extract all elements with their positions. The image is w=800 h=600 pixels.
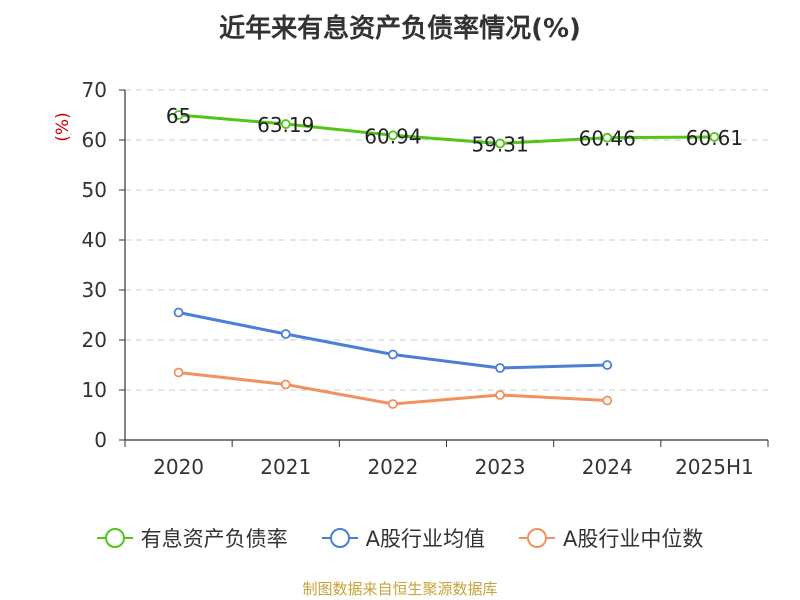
line-chart: 0 10 20 30 40 50 60 70 2020 2021 2022 2023 2024 2025H… bbox=[53, 78, 769, 479]
y-tick-label: 10 bbox=[82, 378, 107, 402]
data-point bbox=[602, 360, 613, 370]
grid-lines bbox=[125, 89, 768, 391]
data-point bbox=[173, 110, 184, 120]
data-point bbox=[388, 349, 398, 360]
y-tick-label: 20 bbox=[82, 328, 107, 352]
x-tick-label: 2022 bbox=[367, 455, 418, 479]
data-point bbox=[602, 132, 613, 143]
legend-marker-icon bbox=[321, 528, 358, 548]
data-label: 63.19 bbox=[257, 113, 314, 137]
legend-label: 有息资产负债率 bbox=[140, 527, 288, 551]
y-tick-label: 50 bbox=[82, 178, 107, 202]
series-layer: 65 63.19 60.94 59.31 60.46 60.61 bbox=[166, 104, 743, 409]
legend-item-industry-mean[interactable]: A股行业均值 bbox=[321, 523, 485, 553]
legend-item-interest-debt-ratio[interactable]: 有息资产负债率 bbox=[96, 523, 288, 553]
y-tick-label: 70 bbox=[82, 78, 107, 102]
data-label: 60.61 bbox=[686, 126, 743, 150]
y-tick-label: 0 bbox=[94, 428, 107, 452]
y-axis-label: (%) bbox=[53, 112, 73, 141]
data-point bbox=[495, 363, 505, 373]
data-point bbox=[173, 307, 184, 318]
x-tick-label: 2025H1 bbox=[675, 455, 754, 479]
legend: 有息资产负债率 A股行业均值 A股行业中位数 bbox=[0, 520, 800, 556]
data-point bbox=[709, 132, 720, 142]
source-note: 制图数据来自恒生聚源数据库 bbox=[302, 580, 498, 598]
x-tick-label: 2020 bbox=[153, 455, 204, 479]
legend-label: A股行业中位数 bbox=[563, 527, 704, 551]
data-label: 60.94 bbox=[364, 124, 421, 148]
legend-label: A股行业均值 bbox=[365, 527, 485, 551]
data-label: 60.46 bbox=[579, 127, 636, 151]
data-point bbox=[280, 329, 291, 339]
data-point bbox=[388, 399, 398, 409]
data-label: 59.31 bbox=[471, 132, 528, 156]
legend-item-industry-median[interactable]: A股行业中位数 bbox=[519, 523, 703, 553]
data-point bbox=[280, 119, 291, 129]
legend-marker-icon bbox=[96, 528, 133, 548]
axes: 0 10 20 30 40 50 60 70 2020 2021 2022 2023 2024 2025H… bbox=[82, 78, 769, 479]
chart-title: 近年来有息资产负债率情况(%) bbox=[219, 14, 581, 44]
y-tick-label: 60 bbox=[82, 128, 107, 152]
data-point bbox=[602, 395, 613, 406]
x-tick-label: 2021 bbox=[260, 455, 311, 479]
y-tick-label: 30 bbox=[82, 278, 107, 302]
legend-marker-icon bbox=[519, 528, 555, 548]
data-point bbox=[495, 390, 505, 400]
data-point bbox=[280, 379, 291, 390]
series-line bbox=[178, 113, 715, 145]
x-tick-label: 2024 bbox=[582, 455, 633, 479]
data-point bbox=[388, 130, 398, 141]
data-label: 65 bbox=[166, 104, 191, 128]
data-point bbox=[173, 367, 184, 378]
data-point bbox=[495, 138, 505, 149]
y-tick-label: 40 bbox=[82, 228, 107, 252]
x-tick-label: 2023 bbox=[475, 455, 526, 479]
